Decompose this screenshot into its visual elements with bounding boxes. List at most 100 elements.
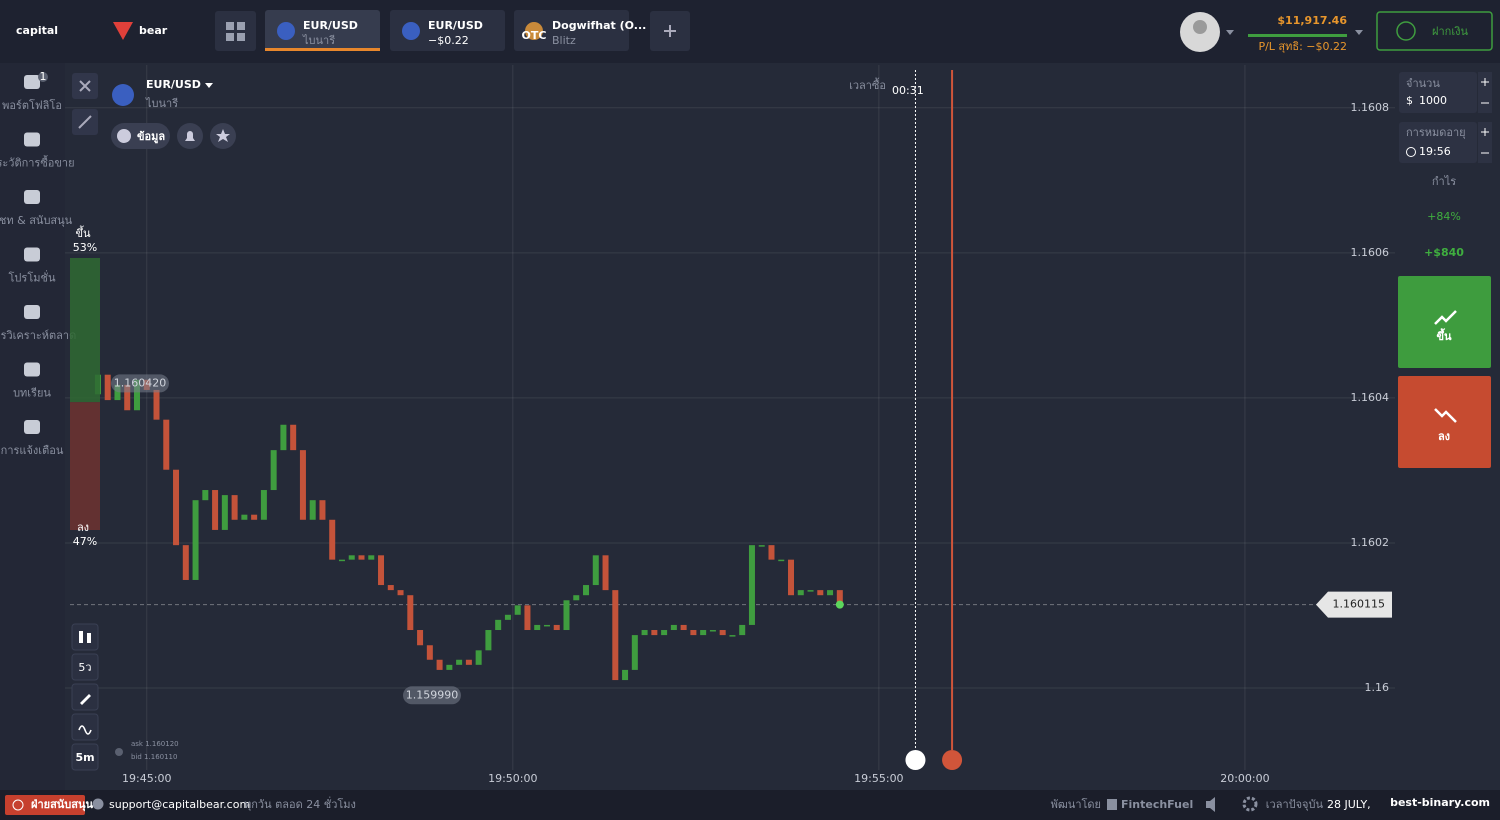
candle [778,559,785,562]
candle [739,624,746,636]
candle [465,659,472,665]
candle [485,630,492,651]
down-button[interactable] [1398,376,1491,468]
candle [212,490,219,530]
sidebar-icon [24,362,40,377]
candle [748,545,755,625]
amount-box[interactable] [1399,72,1477,113]
candle [319,500,326,520]
candle [202,490,209,501]
indicator-icon [78,725,92,735]
support-button[interactable] [5,795,85,815]
candle [583,585,590,596]
pencil-icon [80,694,91,705]
collapse-icon [78,115,92,129]
deposit-button[interactable] [1376,11,1493,51]
candle [260,490,267,520]
price-annotation-label: 1.160420 [114,376,167,389]
watermark-bg [1374,793,1500,813]
candle [397,590,404,596]
bell-icon [185,131,195,141]
candle [758,545,765,547]
tab[interactable] [390,10,505,51]
candle [299,450,306,520]
tool-button[interactable] [71,623,99,651]
info-icon [117,129,131,143]
candle [661,630,668,636]
profit-percent: +84% [1427,210,1461,223]
y-tick-label: 1.16 [1365,681,1390,694]
grid-button[interactable] [215,11,256,51]
sidebar-label: บทเรียน [13,387,51,400]
candle [602,555,609,591]
chart: 1.16 1.1602 1.1604 1.1606 1.1608 19:45:00 19:5… [65,65,1395,785]
down-label: ลง [1438,430,1450,443]
help-icon [115,748,123,756]
candle [573,595,580,601]
support-email[interactable]: support@capitalbear.com [109,798,250,811]
ask: ask 1.160120 [131,740,179,748]
candle [407,595,414,631]
candle-icon [79,631,91,643]
sentiment-up [70,258,100,403]
candle [251,514,258,520]
stepper-icon [1481,78,1489,104]
date: 28 JULY, 1 [1327,798,1381,811]
current-price-tag [1316,591,1392,618]
tool-button[interactable] [71,713,99,741]
up-button[interactable] [1398,276,1491,368]
profit-amount: +$840 [1424,246,1464,259]
flag-icon [112,84,134,106]
expiry-label: การหมดอายุ [1406,126,1466,139]
deposit-label: ฝากเงิน [1432,25,1468,38]
y-tick-label: 1.1604 [1351,391,1390,404]
dropdown-arrow [205,83,213,88]
support-label: ฝ่ายสนับสนุน [31,798,94,812]
candle [670,624,677,631]
sentiment-up-label: ขึ้น [75,225,91,240]
tab[interactable] [514,10,629,51]
tool-button[interactable] [71,653,99,681]
tab[interactable] [265,10,380,51]
star-icon [216,129,230,142]
tab-active-bar [265,48,380,51]
support-hours: ทุกวัน ตลอด 24 ชั่วโมง [244,796,356,811]
candle [368,555,375,560]
clock-icon [1406,147,1416,157]
expiry-box[interactable] [1399,122,1477,163]
info-label: ข้อมูล [137,130,165,144]
tool-button[interactable] [71,743,99,771]
profit-label: กำไร [1432,175,1456,188]
tool-button[interactable] [71,683,99,711]
candle [524,605,531,631]
settings-icon[interactable] [1242,796,1258,812]
sound-icon[interactable] [1206,797,1215,812]
amount-label: จำนวน [1406,77,1440,90]
tab-title: Dogwifhat (O... [552,19,646,32]
badge [38,72,48,82]
candle [807,590,814,592]
deposit-icon [1396,21,1416,41]
plus-icon [664,25,676,37]
asset-name[interactable]: EUR/USD [146,78,201,91]
candle [690,630,697,636]
sidebar-label: แชท & สนับสนุน [0,214,73,227]
tab-title: EUR/USD [428,19,483,32]
badge-count: 1 [40,70,47,83]
chat-icon [12,799,24,811]
tab-subtitle: Blitz [552,34,576,47]
candle [378,555,385,586]
price-annotation [403,686,461,705]
tab-subtitle: −$0.22 [428,34,469,47]
candle [729,635,736,637]
candle [163,419,170,470]
candle [153,389,160,420]
candle [338,559,345,562]
tab-subtitle: ไบนารี [302,34,335,47]
candle [612,590,619,681]
candle [788,559,795,596]
sidebar-label: พอร์ตโฟลิโอ [2,98,62,112]
price-annotation-label: 1.159990 [406,688,459,701]
candle [182,545,189,580]
candle [553,624,560,631]
